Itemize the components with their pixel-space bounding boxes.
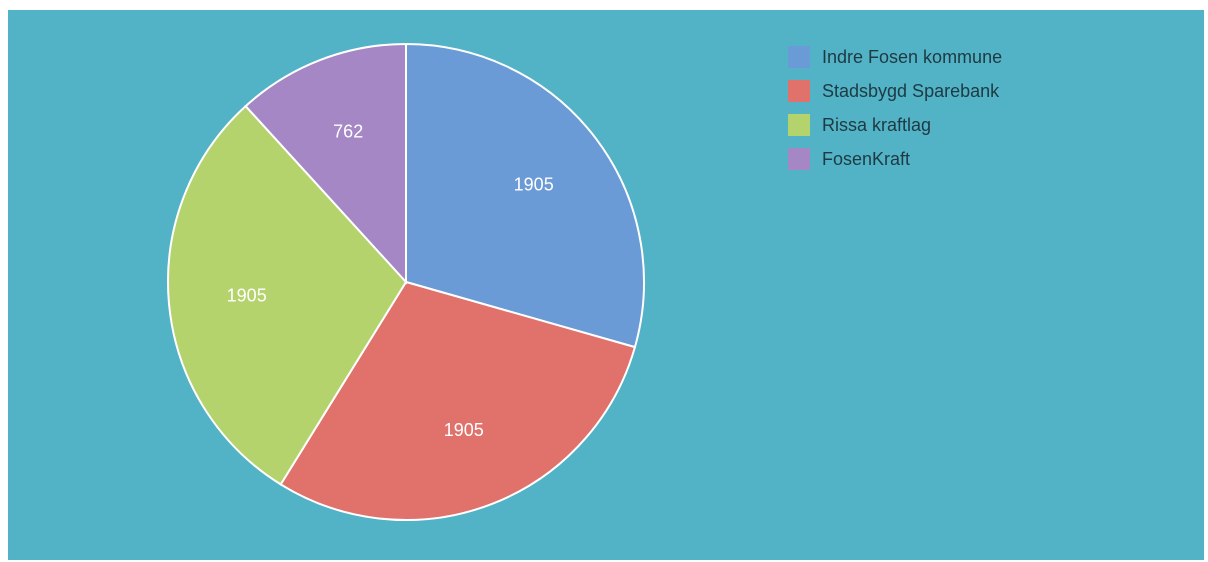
legend-item[interactable]: Rissa kraftlag bbox=[788, 108, 1002, 142]
slice-value-label-3: 1905 bbox=[227, 286, 267, 306]
slice-value-label-2: 1905 bbox=[444, 420, 484, 440]
legend-swatch bbox=[788, 80, 810, 102]
pie-slice-3[interactable] bbox=[167, 104, 408, 486]
pie-slice-1[interactable] bbox=[405, 42, 645, 349]
legend-item[interactable]: Stadsbygd Sparebank bbox=[788, 74, 1002, 108]
pie-slice-4[interactable] bbox=[244, 42, 407, 285]
legend-label: Rissa kraftlag bbox=[822, 114, 932, 135]
legend: Indre Fosen kommune Stadsbygd Sparebank Ri… bbox=[788, 40, 1002, 176]
legend-swatch bbox=[788, 148, 810, 170]
legend-swatch bbox=[788, 46, 810, 68]
legend-label: Indre Fosen kommune bbox=[822, 46, 1003, 67]
chart-panel: 1905 1905 1905 762 Indre Fosen kommune Stads… bbox=[8, 10, 1204, 560]
legend-item[interactable]: Indre Fosen kommune bbox=[788, 40, 1002, 74]
slice-value-label-1: 1905 bbox=[514, 174, 554, 194]
legend-label: Stadsbygd Sparebank bbox=[822, 80, 1000, 101]
legend-swatch bbox=[788, 114, 810, 136]
slice-value-label-4: 762 bbox=[333, 122, 363, 142]
legend-label: FosenKraft bbox=[822, 148, 911, 169]
legend-item[interactable]: FosenKraft bbox=[788, 142, 1002, 176]
pie-chart: 1905 1905 1905 762 bbox=[167, 42, 645, 521]
